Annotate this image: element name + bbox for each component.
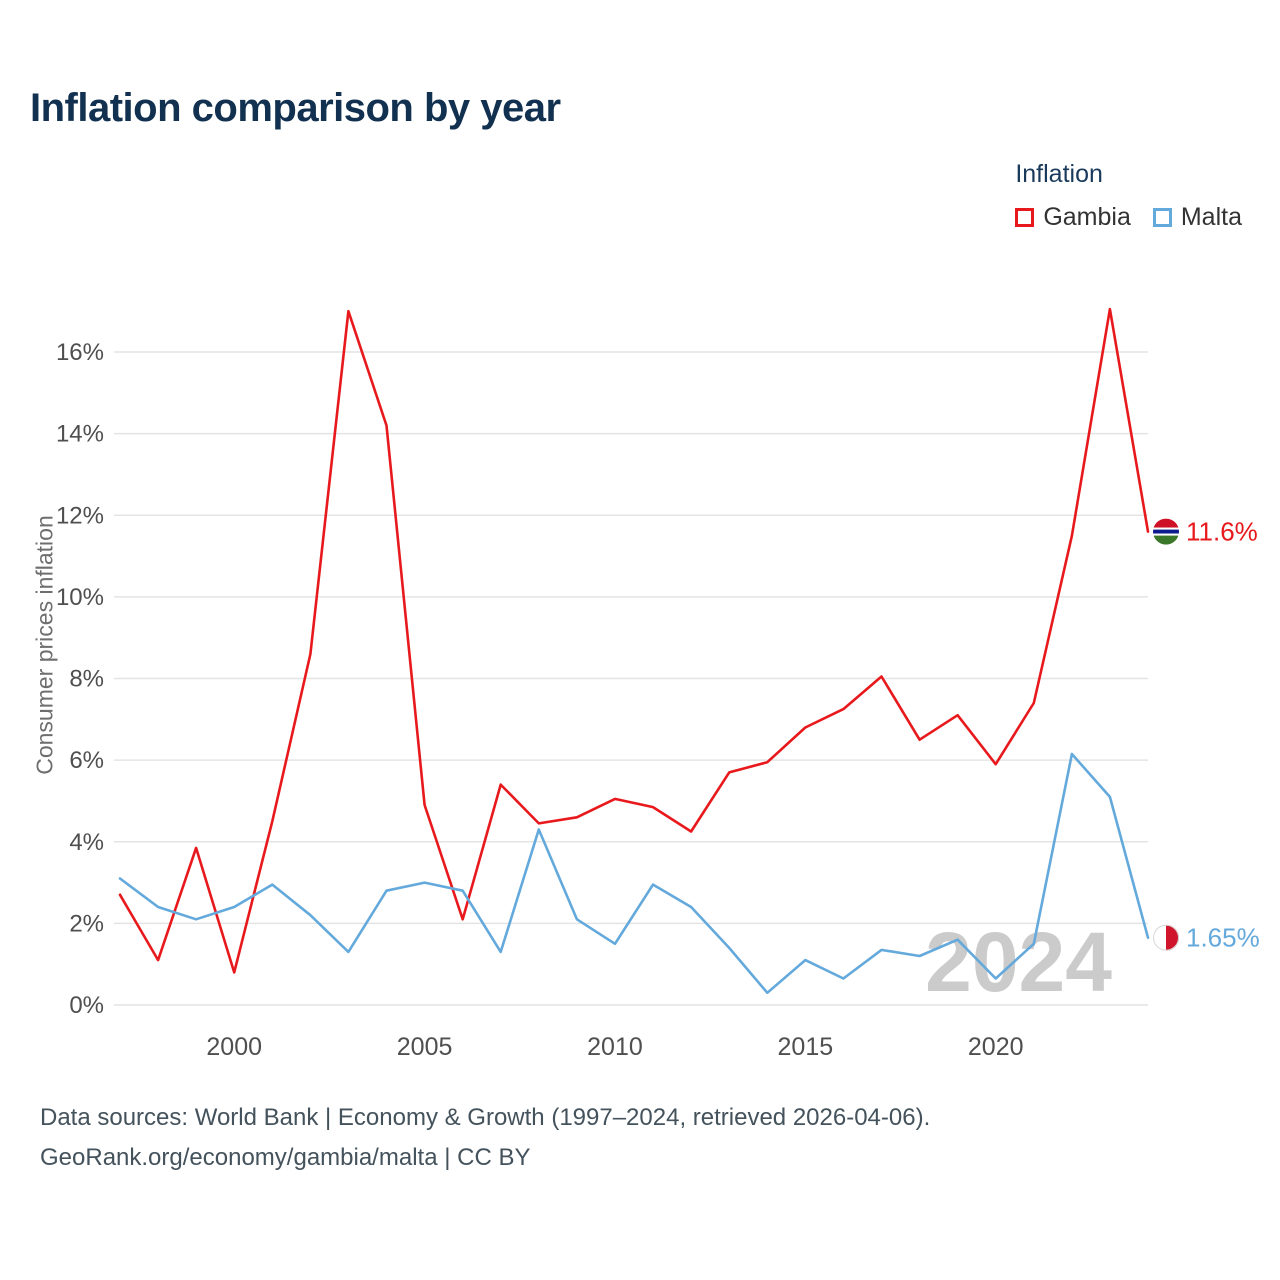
series-line-malta bbox=[118, 752, 1150, 995]
x-tick-label: 2010 bbox=[587, 1033, 643, 1061]
malta-flag-icon bbox=[1153, 924, 1179, 951]
gambia-swatch bbox=[1015, 208, 1035, 227]
malta-swatch bbox=[1152, 208, 1172, 227]
footer: Data sources: World Bank | Economy & Gro… bbox=[40, 1098, 930, 1177]
legend-title: Inflation bbox=[1015, 160, 1103, 188]
watermark-year: 2024 bbox=[925, 915, 1112, 1009]
end-value-gambia: 11.6% bbox=[1186, 517, 1258, 547]
y-tick-label: 10% bbox=[56, 584, 104, 611]
y-tick-label: 6% bbox=[69, 747, 104, 774]
y-tick-label: 4% bbox=[69, 829, 104, 856]
y-axis-title: Consumer prices inflation bbox=[31, 515, 58, 775]
y-tick-label: 2% bbox=[69, 910, 104, 937]
legend: Inflation Gambia Malta bbox=[1015, 160, 1242, 232]
legend-item-label: Gambia bbox=[1043, 203, 1131, 231]
legend-item-gambia[interactable]: Gambia bbox=[1015, 203, 1131, 232]
y-tick-label: 8% bbox=[69, 666, 104, 693]
y-tick-label: 12% bbox=[56, 502, 104, 529]
y-tick-label: 14% bbox=[56, 421, 104, 448]
x-tick-label: 2020 bbox=[968, 1033, 1024, 1061]
y-tick-label: 16% bbox=[56, 339, 104, 366]
series-line-gambia bbox=[118, 307, 1150, 974]
end-value-malta: 1.65% bbox=[1186, 923, 1260, 953]
data-sources-line: Data sources: World Bank | Economy & Gro… bbox=[40, 1104, 931, 1131]
x-tick-label: 2015 bbox=[778, 1033, 834, 1061]
x-tick-label: 2000 bbox=[206, 1033, 262, 1061]
legend-item-label: Malta bbox=[1180, 203, 1242, 231]
end-label-gambia: 11.6% bbox=[1153, 517, 1258, 547]
attribution-line: GeoRank.org/economy/gambia/malta | CC BY bbox=[40, 1143, 531, 1171]
grid: 0% 2% 4% 6% 8% 10% 12% 14% 16% 2000 2005 2010 2015 20… bbox=[56, 339, 1148, 1061]
page-title: Inflation comparison by year bbox=[30, 86, 561, 130]
gambia-flag-icon bbox=[1153, 518, 1179, 545]
y-tick-label: 0% bbox=[69, 992, 104, 1019]
x-tick-label: 2005 bbox=[397, 1033, 453, 1061]
legend-items: Gambia Malta bbox=[1015, 203, 1242, 232]
series-lines bbox=[118, 307, 1150, 995]
end-label-malta: 1.65% bbox=[1153, 923, 1260, 953]
end-labels: 11.6% 1.65% bbox=[1153, 517, 1260, 953]
legend-item-malta[interactable]: Malta bbox=[1152, 203, 1242, 232]
